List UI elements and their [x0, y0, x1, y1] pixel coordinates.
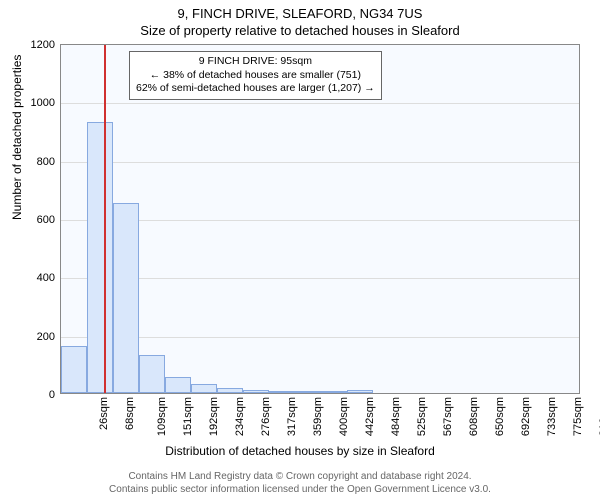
chart-area: 0200400600800100012009 FINCH DRIVE: 95sq…: [60, 44, 580, 394]
x-axis-label: Distribution of detached houses by size …: [0, 444, 600, 458]
y-tick-label: 1200: [15, 39, 55, 51]
histogram-bar: [87, 122, 113, 393]
annotation-line-3: 62% of semi-detached houses are larger (…: [136, 82, 375, 96]
histogram-bar: [347, 390, 373, 394]
gridline: [61, 162, 579, 163]
histogram-bar: [243, 390, 269, 394]
x-tick-label: 276sqm: [260, 397, 272, 436]
x-tick-label: 359sqm: [312, 397, 324, 436]
sub-title: Size of property relative to detached ho…: [0, 21, 600, 38]
histogram-bar: [191, 384, 217, 393]
x-tick-label: 109sqm: [156, 397, 168, 436]
x-tick-label: 151sqm: [182, 397, 194, 436]
x-tick-label: 650sqm: [494, 397, 506, 436]
y-tick-label: 600: [15, 214, 55, 226]
gridline: [61, 103, 579, 104]
figure-container: 9, FINCH DRIVE, SLEAFORD, NG34 7US Size …: [0, 0, 600, 500]
annotation-line-2: ← 38% of detached houses are smaller (75…: [136, 69, 375, 83]
x-tick-label: 733sqm: [546, 397, 558, 436]
footer-line-2: Contains public sector information licen…: [0, 484, 600, 497]
x-tick-label: 525sqm: [416, 397, 428, 436]
x-tick-label: 400sqm: [338, 397, 350, 436]
y-axis-label: Number of detached properties: [10, 55, 24, 220]
histogram-bar: [217, 388, 243, 393]
x-tick-label: 317sqm: [286, 397, 298, 436]
x-tick-label: 692sqm: [520, 397, 532, 436]
y-tick-label: 0: [15, 389, 55, 401]
footer-attribution: Contains HM Land Registry data © Crown c…: [0, 471, 600, 496]
y-tick-label: 200: [15, 331, 55, 343]
histogram-bar: [113, 203, 139, 393]
histogram-bar: [295, 391, 321, 393]
plot-region: 0200400600800100012009 FINCH DRIVE: 95sq…: [60, 44, 580, 394]
property-marker-line: [104, 45, 106, 393]
annotation-box: 9 FINCH DRIVE: 95sqm← 38% of detached ho…: [129, 51, 382, 100]
histogram-bar: [269, 391, 295, 393]
footer-line-1: Contains HM Land Registry data © Crown c…: [0, 471, 600, 484]
x-tick-label: 484sqm: [390, 397, 402, 436]
histogram-bar: [321, 391, 347, 393]
histogram-bar: [139, 355, 165, 393]
x-tick-label: 442sqm: [364, 397, 376, 436]
x-tick-label: 775sqm: [572, 397, 584, 436]
x-tick-label: 68sqm: [124, 397, 136, 430]
x-tick-label: 26sqm: [98, 397, 110, 430]
y-tick-label: 1000: [15, 97, 55, 109]
y-tick-label: 800: [15, 156, 55, 168]
x-tick-label: 608sqm: [468, 397, 480, 436]
histogram-bar: [165, 377, 191, 393]
y-tick-label: 400: [15, 272, 55, 284]
x-tick-label: 192sqm: [208, 397, 220, 436]
x-tick-label: 234sqm: [234, 397, 246, 436]
x-tick-label: 567sqm: [442, 397, 454, 436]
histogram-bar: [61, 346, 87, 393]
annotation-line-1: 9 FINCH DRIVE: 95sqm: [136, 55, 375, 69]
main-title: 9, FINCH DRIVE, SLEAFORD, NG34 7US: [0, 0, 600, 21]
